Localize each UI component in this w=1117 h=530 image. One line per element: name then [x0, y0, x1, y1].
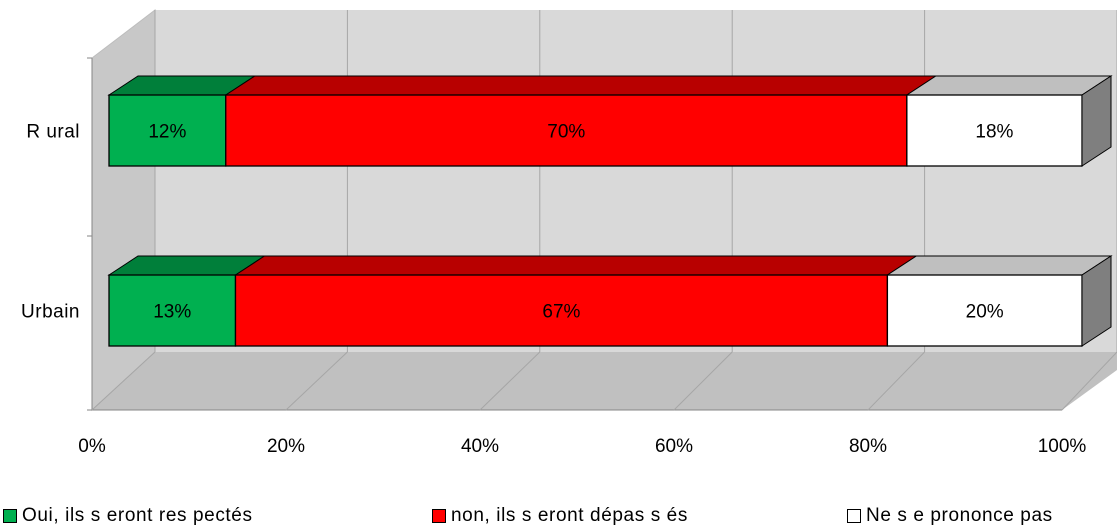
x-tick-label: 0% [78, 436, 106, 457]
data-label: 70% [547, 122, 585, 143]
data-label: 67% [542, 302, 580, 323]
bar-top-nsp [885, 255, 1113, 276]
legend: Oui, ils s eront res pectés non, ils s e… [0, 505, 1117, 530]
chart-walls [91, 8, 1117, 412]
bar-nsp-urbain [886, 274, 1083, 347]
bar-top-nsp [905, 75, 1113, 96]
x-tick-label: 20% [267, 436, 305, 457]
floor [92, 352, 1117, 410]
bar-side [1081, 75, 1112, 167]
gridline-floor [867, 351, 925, 411]
legend-item-non: non, ils s eront dépas s és [432, 505, 688, 527]
bar-non-rural [225, 94, 908, 167]
gridline-floor [91, 351, 156, 411]
legend-swatch-oui [3, 509, 17, 523]
bar-non-urbain [234, 274, 889, 347]
y-axis-categories: R ural Urbain [21, 122, 80, 323]
data-label: 12% [148, 122, 186, 143]
x-tick-label: 100% [1038, 436, 1087, 457]
bar-oui-rural [108, 94, 227, 167]
category-label: Urbain [21, 302, 80, 323]
data-label: 13% [153, 302, 191, 323]
x-tick-label: 60% [655, 436, 693, 457]
legend-label-oui: Oui, ils s eront res pectés [22, 505, 253, 526]
gridline-floor [479, 351, 541, 411]
data-label: 20% [966, 302, 1004, 323]
bar-nsp-rural [906, 94, 1083, 167]
gridline-floor [285, 351, 348, 411]
bars: 12% 70% 18% 13% 67% 20% [107, 75, 1113, 347]
x-tick-label: 40% [461, 436, 499, 457]
bar-top-non [233, 255, 919, 276]
gridline-floor [673, 351, 733, 411]
legend-swatch-nsp [847, 509, 861, 523]
legend-item-oui: Oui, ils s eront res pectés [3, 505, 253, 527]
bar-top-non [224, 75, 938, 96]
legend-item-nsp: Ne s e prononce pas [847, 505, 1053, 527]
x-axis-ticks: 0% 20% 40% 60% 80% 100% [78, 436, 1086, 457]
bar-oui-urbain [108, 274, 237, 347]
gridline-floor [1061, 351, 1117, 411]
legend-swatch-non [432, 509, 446, 523]
legend-label-nsp: Ne s e prononce pas [866, 505, 1053, 526]
data-label: 18% [975, 122, 1013, 143]
x-tick-label: 80% [849, 436, 887, 457]
legend-label-non: non, ils s eront dépas s és [451, 505, 688, 526]
category-label: R ural [26, 122, 80, 143]
stacked-bar-chart: 12% 70% 18% 13% 67% 20% 0% 20% 40% 60% 80% 100% R … [21, 8, 1117, 457]
bar-side [1081, 255, 1112, 347]
side-wall [91, 8, 156, 412]
